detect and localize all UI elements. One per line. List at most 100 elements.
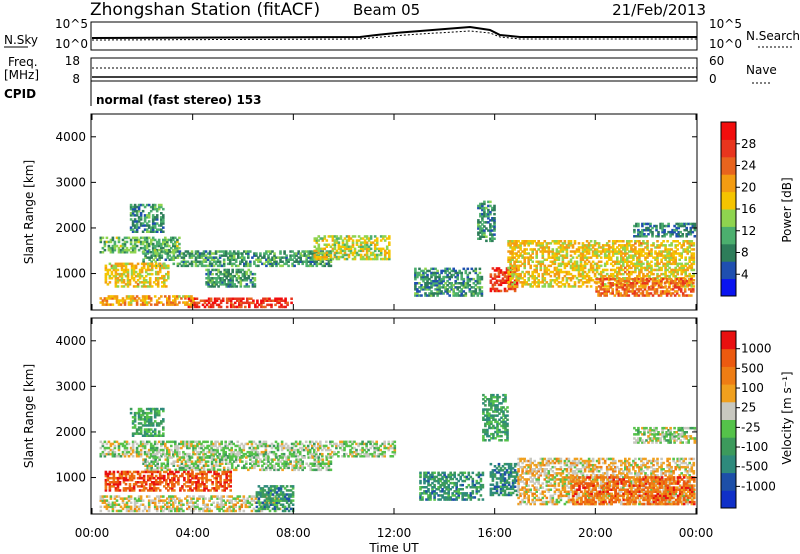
noise-search-line: [91, 30, 697, 41]
data-cell: [369, 442, 372, 446]
data-cell: [414, 277, 417, 281]
data-cell: [464, 284, 468, 287]
data-cell: [470, 286, 474, 289]
data-cell: [204, 452, 207, 456]
data-cell: [218, 264, 222, 268]
data-cell: [198, 497, 201, 500]
data-cell: [151, 499, 155, 502]
data-cell: [137, 505, 141, 509]
data-cell: [351, 243, 355, 246]
data-cell: [470, 290, 474, 293]
data-cell: [676, 272, 679, 276]
data-cell: [141, 246, 145, 250]
data-cell: [217, 277, 220, 280]
data-cell: [359, 448, 362, 452]
data-cell: [190, 254, 194, 257]
data-cell: [618, 260, 621, 263]
data-cell: [162, 214, 165, 217]
data-cell: [221, 272, 224, 276]
data-cell: [213, 285, 216, 288]
data-cell: [418, 273, 421, 277]
data-cell: [591, 264, 595, 268]
data-cell: [210, 450, 213, 454]
data-cell: [692, 290, 695, 293]
data-cell: [515, 264, 518, 268]
data-cell: [172, 455, 175, 458]
data-cell: [143, 244, 147, 248]
data-cell: [101, 303, 105, 306]
data-cell: [239, 252, 242, 255]
data-cell: [458, 290, 461, 293]
data-cell: [692, 272, 696, 276]
data-cell: [597, 246, 601, 249]
data-cell: [153, 295, 157, 298]
data-cell: [519, 264, 522, 268]
data-cell: [150, 468, 153, 472]
data-cell: [355, 243, 359, 246]
data-cell: [367, 245, 371, 248]
data-cell: [460, 273, 463, 277]
data-cell: [436, 282, 439, 285]
data-cell: [157, 242, 161, 246]
data-cell: [162, 246, 165, 250]
data-cell: [650, 244, 653, 247]
data-cell: [678, 262, 681, 266]
data-cell: [110, 264, 114, 268]
data-cell: [268, 297, 271, 300]
data-cell: [188, 464, 192, 467]
data-cell: [327, 264, 331, 268]
data-cell: [448, 275, 451, 279]
data-cell: [643, 233, 646, 236]
data-cell: [620, 250, 623, 253]
data-cell: [654, 258, 657, 261]
data-cell: [110, 270, 114, 274]
power-x-tick-marks: [91, 114, 697, 310]
data-cell: [614, 270, 617, 274]
data-cell: [537, 240, 540, 243]
data-cell: [658, 250, 661, 253]
data-cell: [172, 252, 176, 255]
data-cell: [523, 258, 526, 261]
data-cell: [667, 222, 670, 226]
data-cell: [262, 440, 266, 444]
data-cell: [458, 286, 461, 289]
data-cell: [143, 446, 147, 450]
data-cell: [153, 226, 157, 229]
data-cell: [187, 297, 191, 300]
data-cell: [628, 256, 631, 259]
data-cell: [164, 236, 167, 240]
data-cell: [479, 235, 482, 238]
data-cell: [121, 499, 125, 502]
data-cell: [351, 440, 354, 444]
data-cell: [315, 257, 319, 261]
data-cell: [298, 440, 302, 444]
data-cell: [351, 235, 355, 238]
data-cell: [117, 246, 121, 250]
data-cell: [114, 274, 118, 278]
data-cell: [210, 452, 213, 456]
data-cell: [351, 253, 355, 257]
data-cell: [151, 452, 155, 456]
data-cell: [153, 442, 157, 446]
data-cell: [351, 251, 355, 255]
data-cell: [611, 272, 615, 276]
data-cell: [375, 237, 379, 240]
data-cell: [151, 203, 155, 207]
data-cell: [668, 256, 671, 259]
data-cell: [164, 251, 167, 254]
data-cell: [587, 270, 591, 274]
data-cell: [569, 244, 573, 247]
data-cell: [611, 274, 615, 278]
data-cell: [230, 452, 233, 456]
data-cell: [125, 446, 129, 450]
data-cell: [355, 253, 359, 257]
data-cell: [168, 452, 171, 456]
data-cell: [129, 448, 133, 452]
data-cell: [117, 236, 121, 240]
data-cell: [379, 257, 383, 261]
data-cell: [666, 264, 669, 268]
data-cell: [114, 285, 118, 288]
data-cell: [247, 252, 250, 255]
data-cell: [111, 303, 115, 306]
data-cell: [444, 290, 447, 293]
